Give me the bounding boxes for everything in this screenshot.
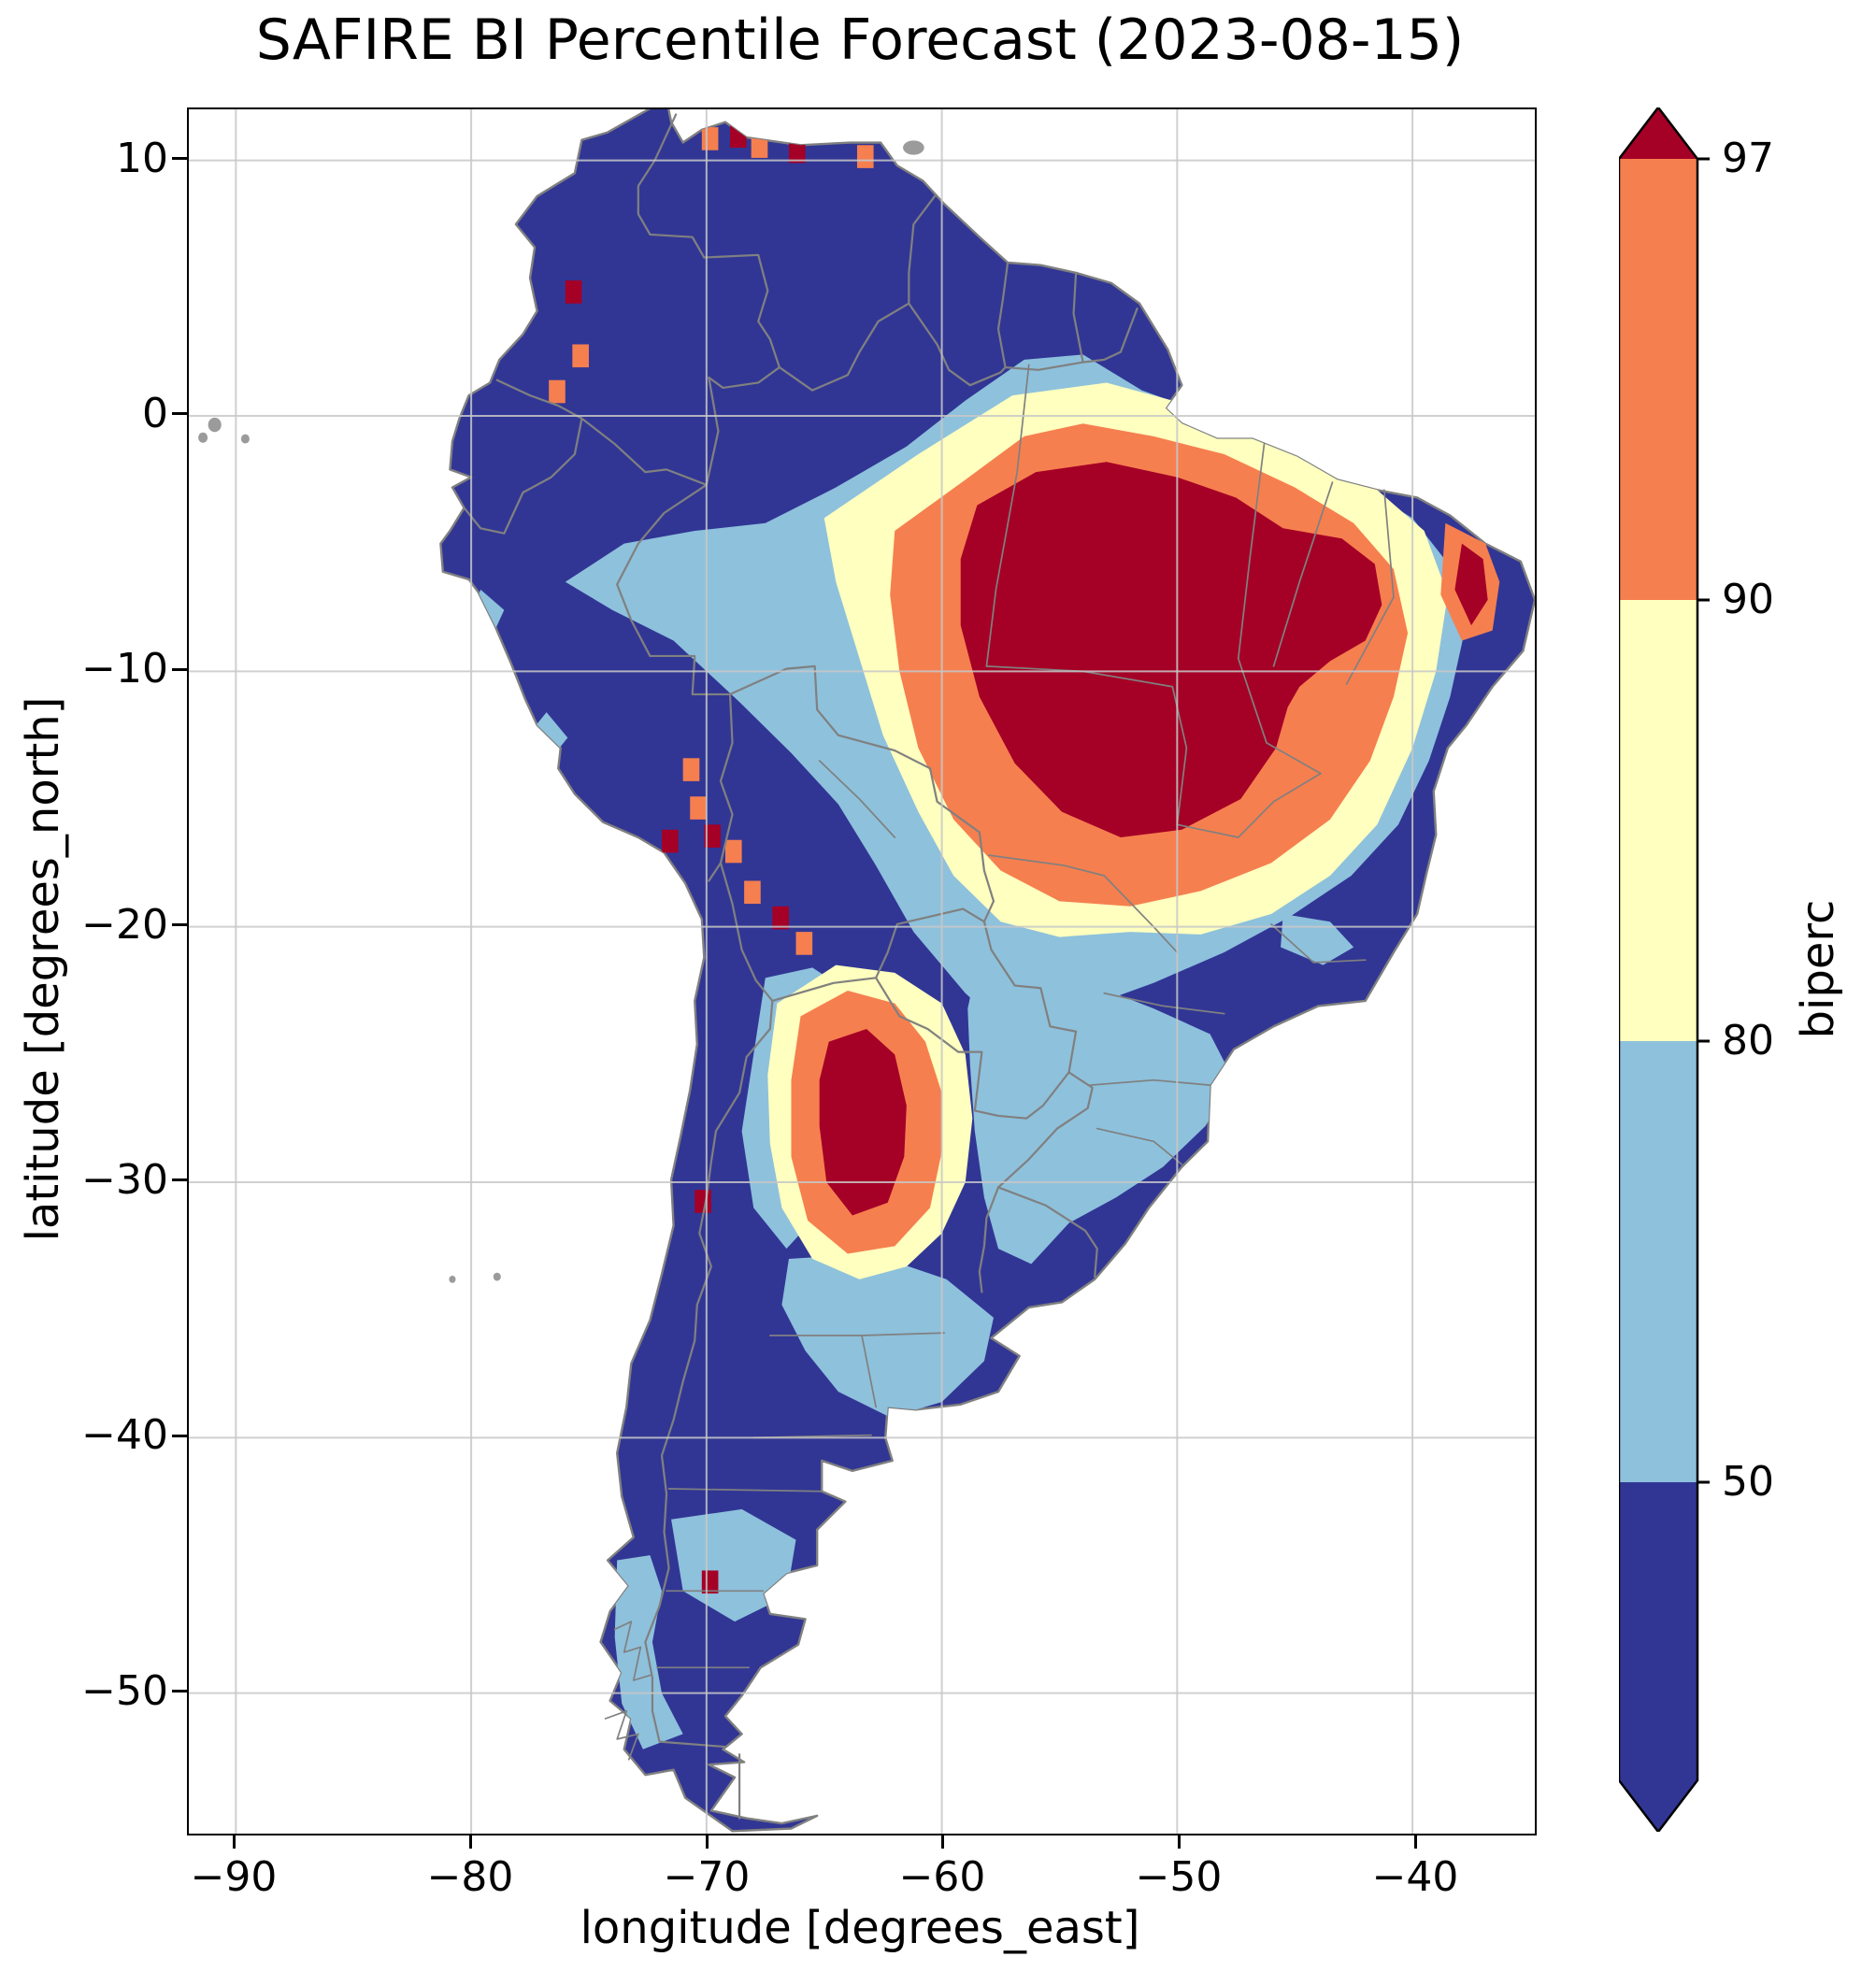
south-america-map — [189, 109, 1535, 1834]
percentile-raster — [471, 124, 1500, 1750]
x-tickmark — [469, 1834, 472, 1849]
colorbar-label: biperc — [1792, 899, 1844, 1039]
x-tick-label: −80 — [426, 1853, 514, 1901]
y-tick-label: −20 — [81, 901, 168, 949]
y-axis-label: latitude [degrees_north] — [17, 696, 69, 1242]
x-tick-label: −50 — [1135, 1853, 1223, 1901]
y-tick-label: −50 — [81, 1667, 168, 1715]
y-tick-label: −10 — [81, 645, 168, 693]
y-tick-label: −40 — [81, 1411, 168, 1459]
country-borders — [465, 114, 1138, 1818]
y-tickmark — [172, 923, 187, 926]
x-tick-label: −60 — [898, 1853, 986, 1901]
y-tickmark — [172, 1690, 187, 1692]
y-tickmark — [172, 1178, 187, 1181]
y-tick-label: −30 — [81, 1156, 168, 1204]
x-tickmark — [233, 1834, 236, 1849]
x-axis-label: longitude [degrees_east] — [580, 1902, 1140, 1954]
y-tickmark — [172, 1435, 187, 1437]
y-tickmark — [172, 412, 187, 415]
colorbar-tick-label: 90 — [1722, 576, 1774, 623]
y-tickmark — [172, 668, 187, 671]
graticule — [189, 109, 1535, 1834]
colorbar-tick-label: 80 — [1722, 1017, 1774, 1064]
y-tick-label: 0 — [142, 390, 168, 437]
x-tickmark — [706, 1834, 709, 1849]
state-borders — [606, 364, 1394, 1759]
x-tick-label: −40 — [1371, 1853, 1459, 1901]
x-tick-label: −70 — [663, 1853, 751, 1901]
y-tickmark — [172, 157, 187, 160]
islands — [198, 140, 924, 1283]
colorbar — [1619, 107, 1710, 1832]
x-tick-label: −90 — [190, 1853, 278, 1901]
x-tickmark — [1414, 1834, 1417, 1849]
colorbar-tick-label: 97 — [1722, 135, 1774, 182]
chart-title: SAFIRE BI Percentile Forecast (2023-08-1… — [255, 7, 1465, 73]
y-tick-label: 10 — [116, 135, 168, 182]
colorbar-tick-label: 50 — [1722, 1458, 1774, 1506]
x-tickmark — [1178, 1834, 1181, 1849]
x-tickmark — [941, 1834, 944, 1849]
map-plot-area — [187, 107, 1537, 1835]
